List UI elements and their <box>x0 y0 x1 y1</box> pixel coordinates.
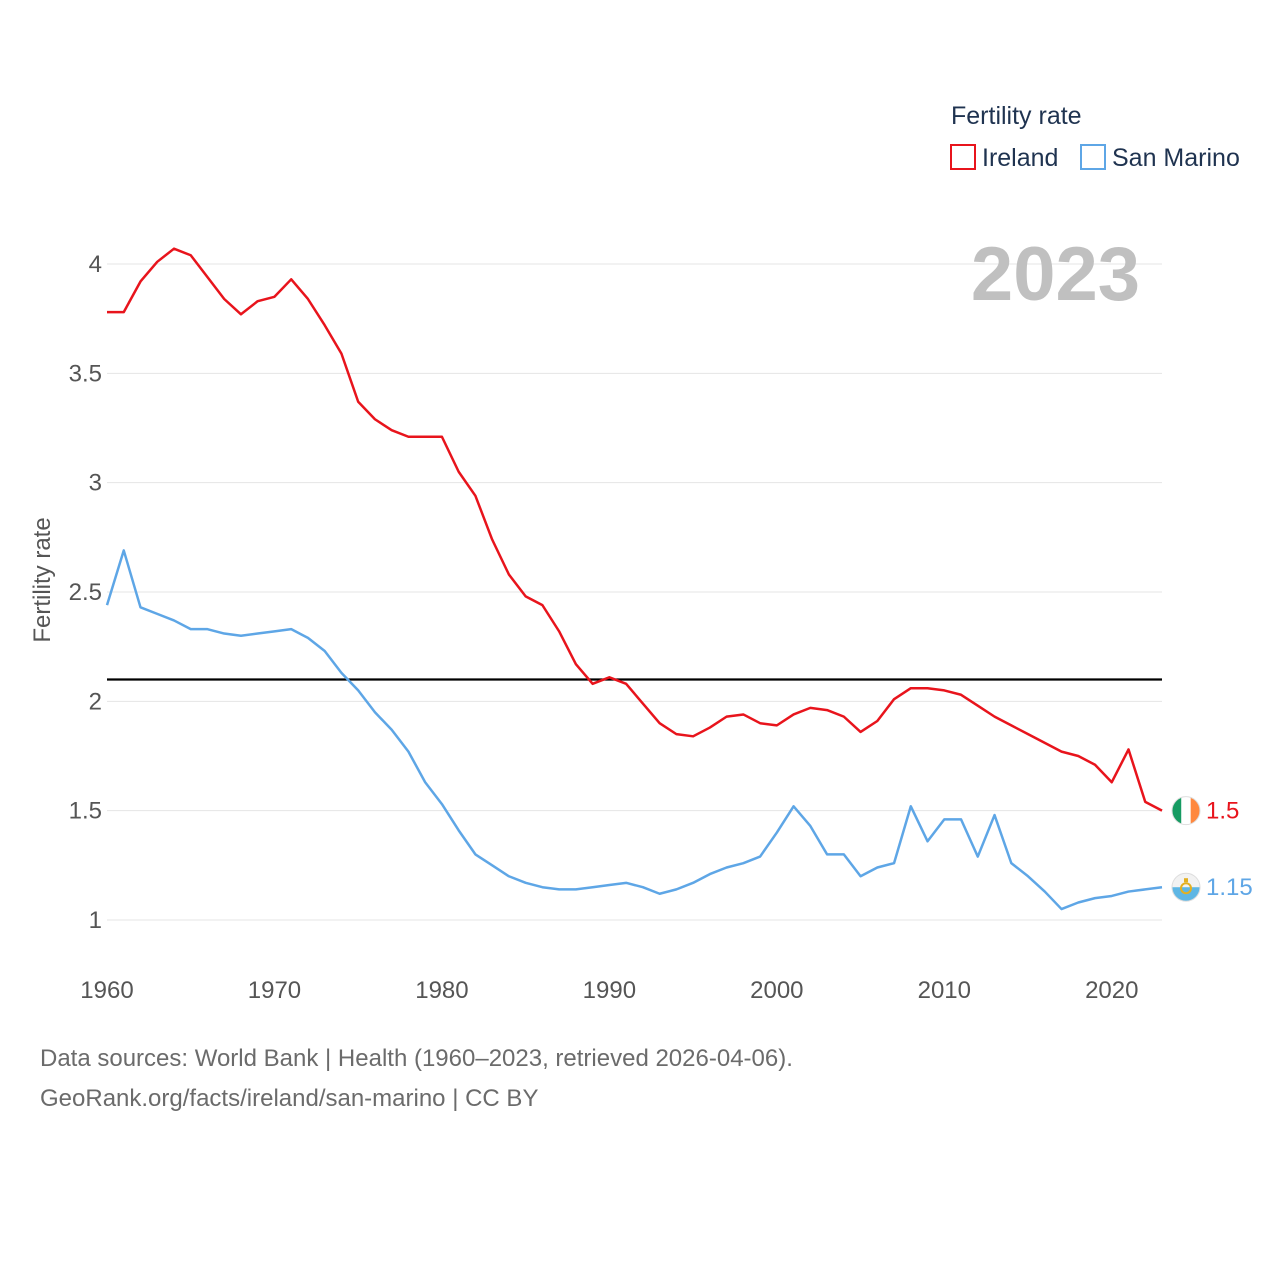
x-tick-label: 2000 <box>750 977 803 1004</box>
end-value-label-ireland: 1.5 <box>1206 798 1239 825</box>
legend-item-ireland[interactable]: Ireland <box>950 144 1058 172</box>
legend-swatch-san-marino <box>1080 144 1106 170</box>
y-axis-title: Fertility rate <box>29 517 56 642</box>
data-source-text: Data sources: World Bank | Health (1960–… <box>40 1045 793 1072</box>
attribution-text: GeoRank.org/facts/ireland/san-marino | C… <box>40 1085 539 1112</box>
year-label: 2023 <box>971 232 1140 317</box>
legend-label-san-marino: San Marino <box>1112 144 1240 172</box>
ireland-flag-icon <box>1171 796 1201 826</box>
series-line-ireland[interactable] <box>107 247 1163 812</box>
y-axis-ticks: 1 1.5 2 2.5 3 3.5 4 <box>69 251 102 934</box>
x-axis-ticks: 1960 1970 1980 1990 2000 2010 2020 <box>80 977 1138 1004</box>
x-tick-label: 2010 <box>918 977 971 1004</box>
san-marino-flag-icon <box>1171 872 1201 902</box>
x-tick-label: 1960 <box>80 977 133 1004</box>
legend-title: Fertility rate <box>951 102 1082 130</box>
x-tick-label: 1970 <box>248 977 301 1004</box>
y-tick-label: 2.5 <box>69 579 102 606</box>
legend-item-san-marino[interactable]: San Marino <box>1080 144 1240 172</box>
end-value-label-san-marino: 1.15 <box>1206 874 1253 901</box>
y-tick-label: 1 <box>89 907 102 934</box>
series-line-san-marino[interactable] <box>105 549 1163 911</box>
y-tick-label: 1.5 <box>69 798 102 825</box>
x-tick-label: 1980 <box>415 977 468 1004</box>
y-tick-label: 3.5 <box>69 360 102 387</box>
y-tick-label: 3 <box>89 470 102 497</box>
y-tick-label: 4 <box>89 251 102 278</box>
legend: Fertility rate Ireland San Marino <box>950 102 1240 172</box>
x-tick-label: 2020 <box>1085 977 1138 1004</box>
x-tick-label: 1990 <box>583 977 636 1004</box>
end-labels: 1.5 1.15 <box>1171 796 1253 902</box>
legend-label-ireland: Ireland <box>982 144 1058 172</box>
series-layer <box>105 247 1163 911</box>
y-tick-label: 2 <box>89 688 102 715</box>
legend-swatch-ireland <box>950 144 976 170</box>
grid-layer <box>107 263 1162 921</box>
